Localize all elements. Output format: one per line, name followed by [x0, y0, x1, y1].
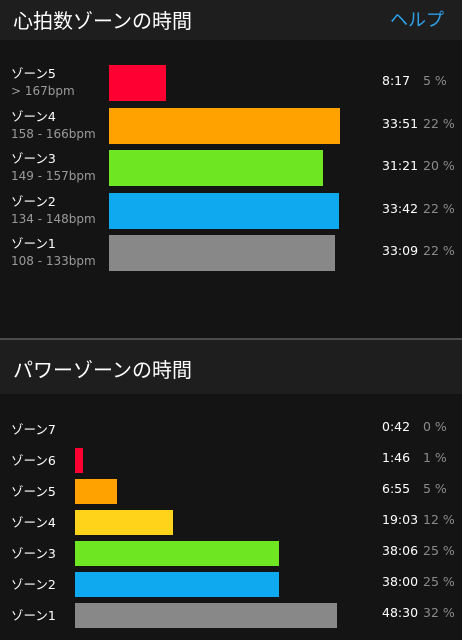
zone-time: 6:55: [382, 481, 411, 496]
zone-time: 1:46: [382, 450, 411, 465]
zone-bar: [109, 150, 323, 186]
zone-bar: [109, 193, 339, 229]
zone-bar: [109, 65, 166, 101]
zone-name: ゾーン5: [11, 66, 56, 81]
zone-row: ゾーン5 6:55 5 %: [0, 478, 462, 506]
zone-row: ゾーン2 38:00 25 %: [0, 571, 462, 599]
zone-bar: [75, 510, 173, 535]
zone-row: ゾーン4 19:03 12 %: [0, 509, 462, 537]
zone-bar: [109, 108, 340, 144]
zone-name: ゾーン3: [11, 546, 56, 561]
help-link[interactable]: ヘルプ: [390, 10, 444, 31]
zone-bar: [75, 448, 83, 473]
zone-row: ゾーン3 38:06 25 %: [0, 540, 462, 568]
zone-range: > 167bpm: [11, 84, 75, 98]
zone-time: 33:51: [382, 116, 419, 131]
zone-name: ゾーン4: [11, 515, 56, 530]
power-zone-section: パワーゾーンの時間 ゾーン7 0:42 0 % ゾーン6 1:46 1 % ゾーン5 6:55…: [0, 340, 462, 640]
zone-name: ゾーン2: [11, 194, 56, 209]
zone-bar: [75, 541, 279, 566]
zone-percent: 22 %: [423, 116, 455, 131]
zone-name: ゾーン3: [11, 151, 56, 166]
heart-rate-title: 心拍数ゾーンの時間: [13, 9, 192, 33]
zone-range: 134 - 148bpm: [11, 212, 96, 226]
zone-time: 33:42: [382, 201, 419, 216]
heart-rate-header: 心拍数ゾーンの時間 ヘルプ: [0, 0, 462, 40]
zone-percent: 25 %: [423, 543, 455, 558]
heart-rate-zone-section: 心拍数ゾーンの時間 ヘルプ ゾーン5 > 167bpm 8:17 5 % ゾーン4 158…: [0, 0, 462, 272]
zone-time: 0:42: [382, 419, 411, 434]
zone-range: 158 - 166bpm: [11, 127, 96, 141]
zone-time: 8:17: [382, 73, 411, 88]
zone-range: 149 - 157bpm: [11, 169, 96, 183]
zone-name: ゾーン7: [11, 422, 56, 437]
zone-time: 19:03: [382, 512, 419, 527]
zone-name: ゾーン6: [11, 453, 56, 468]
zone-row: ゾーン6 1:46 1 %: [0, 447, 462, 475]
zone-percent: 12 %: [423, 512, 455, 527]
zone-range: 108 - 133bpm: [11, 254, 96, 268]
zone-percent: 5 %: [423, 73, 447, 88]
power-header: パワーゾーンの時間: [0, 340, 462, 394]
zone-percent: 0 %: [423, 419, 447, 434]
zone-row: ゾーン2 134 - 148bpm 33:42 22 %: [0, 190, 462, 230]
zone-row: ゾーン5 > 167bpm 8:17 5 %: [0, 62, 462, 102]
zone-percent: 22 %: [423, 243, 455, 258]
zone-time: 33:09: [382, 243, 419, 258]
zone-percent: 5 %: [423, 481, 447, 496]
zone-time: 48:30: [382, 605, 419, 620]
zone-percent: 25 %: [423, 574, 455, 589]
zone-name: ゾーン1: [11, 236, 56, 251]
zone-row: ゾーン1 108 - 133bpm 33:09 22 %: [0, 232, 462, 272]
section-divider: [0, 338, 462, 340]
zone-percent: 1 %: [423, 450, 447, 465]
zone-bar: [75, 479, 117, 504]
zone-percent: 20 %: [423, 158, 455, 173]
zone-time: 38:00: [382, 574, 419, 589]
zone-row: ゾーン3 149 - 157bpm 31:21 20 %: [0, 147, 462, 187]
zone-bar: [75, 572, 279, 597]
zone-row: ゾーン7 0:42 0 %: [0, 416, 462, 444]
zone-name: ゾーン2: [11, 577, 56, 592]
zone-name: ゾーン4: [11, 109, 56, 124]
power-title: パワーゾーンの時間: [13, 358, 192, 382]
zone-percent: 32 %: [423, 605, 455, 620]
zone-name: ゾーン5: [11, 484, 56, 499]
zone-time: 38:06: [382, 543, 419, 558]
zone-name: ゾーン1: [11, 608, 56, 623]
zone-time: 31:21: [382, 158, 419, 173]
zone-row: ゾーン1 48:30 32 %: [0, 602, 462, 630]
zone-bar: [109, 235, 335, 271]
zone-bar: [75, 603, 337, 628]
zone-percent: 22 %: [423, 201, 455, 216]
zone-row: ゾーン4 158 - 166bpm 33:51 22 %: [0, 105, 462, 145]
